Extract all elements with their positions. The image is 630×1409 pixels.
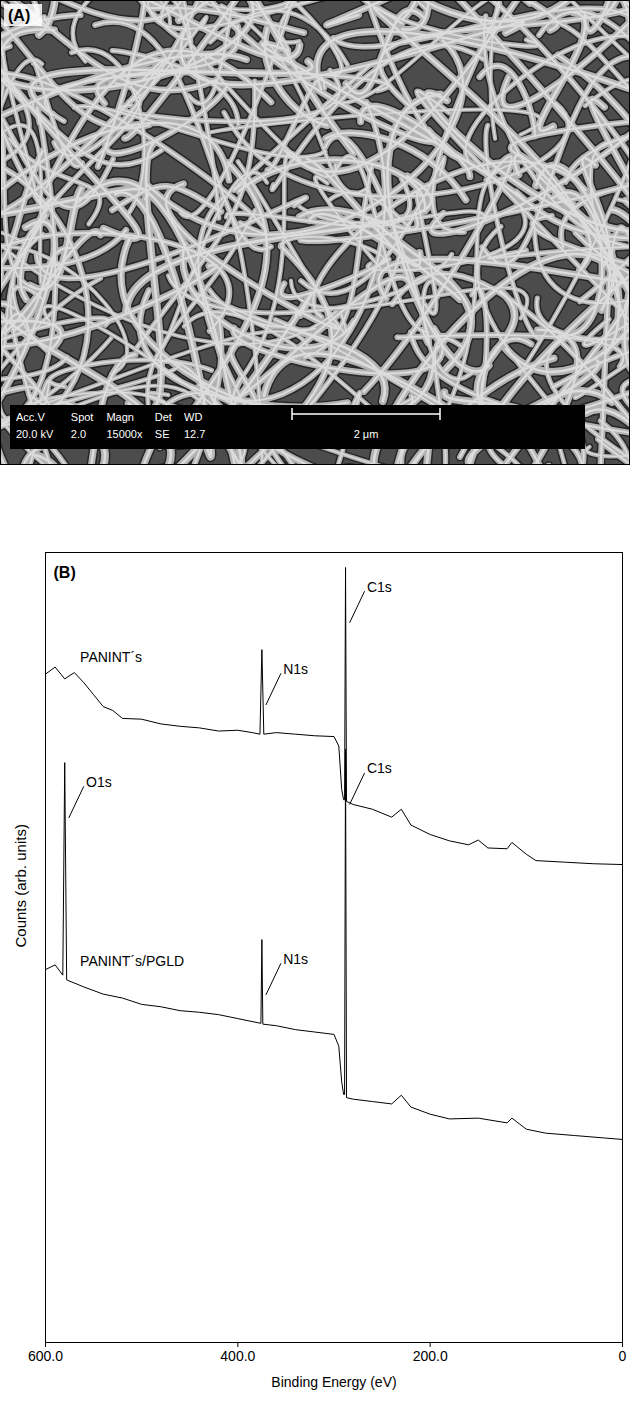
svg-text:PANINT´s/PGLD: PANINT´s/PGLD bbox=[80, 953, 184, 969]
svg-text:Spot: Spot bbox=[71, 411, 94, 423]
svg-text:(B): (B) bbox=[54, 564, 76, 581]
svg-text:15000x: 15000x bbox=[106, 428, 143, 440]
svg-text:12.7: 12.7 bbox=[184, 428, 205, 440]
svg-text:Counts (arb. units): Counts (arb. units) bbox=[12, 824, 29, 947]
svg-text:20.0 kV: 20.0 kV bbox=[16, 428, 54, 440]
svg-text:Det: Det bbox=[155, 411, 172, 423]
svg-text:2.0: 2.0 bbox=[71, 428, 86, 440]
svg-text:400.0: 400.0 bbox=[220, 1348, 255, 1364]
svg-text:N1s: N1s bbox=[283, 661, 308, 677]
svg-text:200.0: 200.0 bbox=[413, 1348, 448, 1364]
svg-text:2 μm: 2 μm bbox=[354, 428, 379, 440]
svg-text:SE: SE bbox=[155, 428, 170, 440]
svg-text:Acc.V: Acc.V bbox=[16, 411, 45, 423]
svg-text:(A): (A) bbox=[8, 7, 30, 24]
svg-text:Magn: Magn bbox=[106, 411, 134, 423]
svg-text:PANINT´s: PANINT´s bbox=[80, 649, 142, 665]
svg-text:C1s: C1s bbox=[367, 760, 392, 776]
svg-text:C1s: C1s bbox=[367, 579, 392, 595]
svg-text:N1s: N1s bbox=[283, 951, 308, 967]
svg-text:O1s: O1s bbox=[86, 774, 112, 790]
svg-text:0: 0 bbox=[619, 1348, 627, 1364]
svg-text:600.0: 600.0 bbox=[28, 1348, 63, 1364]
svg-text:Binding Energy (eV): Binding Energy (eV) bbox=[271, 1374, 396, 1390]
svg-text:WD: WD bbox=[184, 411, 202, 423]
